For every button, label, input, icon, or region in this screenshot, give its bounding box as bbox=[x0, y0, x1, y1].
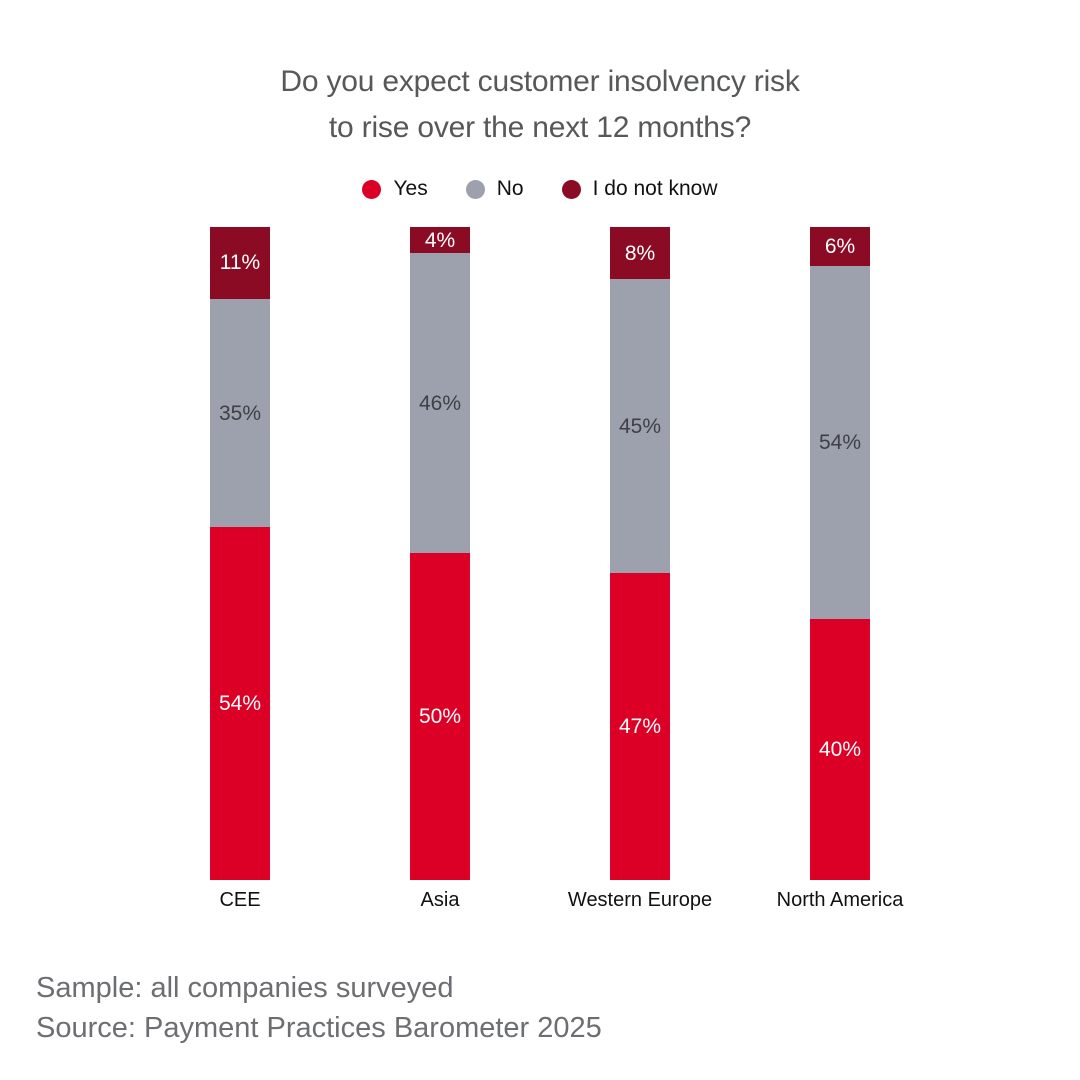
legend-item-yes: Yes bbox=[362, 177, 428, 201]
footer-notes: Sample: all companies surveyed Source: P… bbox=[36, 968, 602, 1048]
source-note: Source: Payment Practices Barometer 2025 bbox=[36, 1012, 602, 1044]
legend-label-i-do-not-know: I do not know bbox=[592, 177, 718, 200]
stacked-bar-chart: 11% 35% 54% 4% 46% 50% 8% 45% 47% 6% 54% 40% bbox=[0, 227, 1080, 880]
segment-yes-western-europe: 47% bbox=[610, 573, 670, 880]
bar-asia: 4% 46% 50% bbox=[410, 227, 470, 880]
category-label-north-america: North America bbox=[776, 889, 904, 911]
segment-no-asia: 46% bbox=[410, 253, 470, 554]
bar-north-america: 6% 54% 40% bbox=[810, 227, 870, 880]
legend-dot-yes bbox=[362, 179, 382, 199]
legend-item-i-do-not-know: I do not know bbox=[561, 177, 718, 201]
segment-no-north-america: 54% bbox=[810, 266, 870, 619]
chart-title-line2: to rise over the next 12 months? bbox=[328, 111, 752, 145]
segment-i-do-not-know-asia: 4% bbox=[410, 227, 470, 254]
segment-i-do-not-know-western-europe: 8% bbox=[610, 227, 670, 280]
segment-no-cee: 35% bbox=[210, 298, 270, 528]
category-label-asia: Asia bbox=[420, 889, 460, 911]
category-label-western-europe: Western Europe bbox=[567, 889, 713, 911]
legend: Yes No I do not know bbox=[0, 177, 1080, 201]
segment-i-do-not-know-north-america: 6% bbox=[810, 227, 870, 267]
chart-title: Do you expect customer insolvency risk t… bbox=[0, 59, 1080, 151]
sample-note: Sample: all companies surveyed bbox=[36, 972, 454, 1004]
legend-label-yes: Yes bbox=[393, 177, 428, 200]
segment-no-western-europe: 45% bbox=[610, 279, 670, 574]
bar-western-europe: 8% 45% 47% bbox=[610, 227, 670, 880]
legend-dot-i-do-not-know bbox=[561, 179, 581, 199]
segment-i-do-not-know-cee: 11% bbox=[210, 227, 270, 299]
segment-yes-cee: 54% bbox=[210, 527, 270, 880]
category-label-cee: CEE bbox=[219, 889, 261, 911]
legend-label-no: No bbox=[496, 177, 524, 200]
legend-dot-no bbox=[465, 179, 485, 199]
segment-yes-asia: 50% bbox=[410, 553, 470, 880]
bar-cee: 11% 35% 54% bbox=[210, 227, 270, 880]
chart-title-line1: Do you expect customer insolvency risk bbox=[280, 65, 800, 99]
legend-item-no: No bbox=[465, 177, 524, 201]
segment-yes-north-america: 40% bbox=[810, 618, 870, 880]
